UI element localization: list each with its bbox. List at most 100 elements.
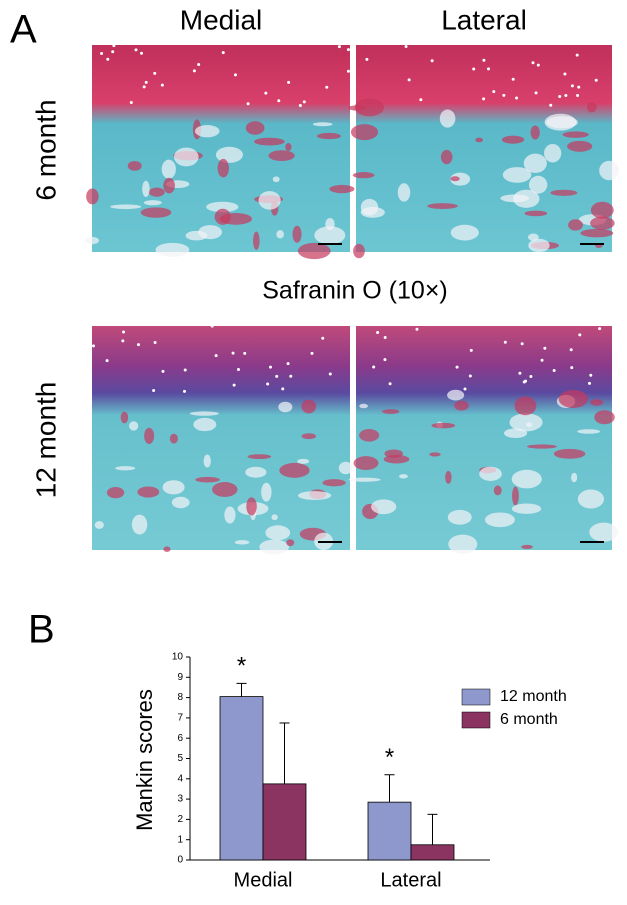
tissue: [163, 177, 175, 194]
cell: [502, 93, 506, 97]
tissue: [524, 210, 548, 217]
tissue: [338, 461, 353, 475]
legend-swatch: [461, 711, 491, 729]
tissue: [568, 219, 583, 231]
tissue: [439, 109, 456, 128]
bar: [410, 844, 455, 861]
tissue: [314, 226, 346, 245]
y-tick-label: 7: [177, 713, 183, 724]
tissue: [475, 137, 483, 143]
tissue: [384, 449, 403, 458]
cell: [563, 72, 567, 76]
y-tick-label: 8: [177, 692, 183, 703]
cell: [277, 99, 281, 103]
cell: [407, 78, 411, 82]
cell: [144, 80, 148, 84]
row-label: 6 month: [30, 99, 61, 200]
tissue: [567, 140, 593, 152]
tissue: [193, 417, 217, 432]
tissue: [106, 486, 125, 499]
tissue: [594, 410, 615, 425]
y-tick-label: 5: [177, 753, 183, 764]
cell: [534, 91, 538, 95]
tissue: [84, 236, 100, 245]
tissue: [353, 456, 379, 471]
cell: [503, 340, 507, 344]
cell: [570, 366, 574, 370]
tissue: [571, 472, 578, 483]
cell: [482, 58, 486, 62]
cell: [266, 382, 270, 386]
tissue: [350, 124, 379, 141]
tissue: [528, 238, 550, 253]
cell: [210, 324, 214, 328]
legend-swatch: [461, 688, 491, 706]
cell: [346, 69, 350, 73]
column-label: Lateral: [441, 4, 527, 35]
cell: [160, 83, 164, 87]
cell: [594, 78, 598, 82]
row-label: 12 month: [30, 382, 61, 499]
cell: [469, 348, 473, 352]
cell: [468, 374, 472, 378]
cell: [372, 365, 376, 369]
cell: [531, 61, 535, 65]
tissue: [224, 506, 236, 524]
cell: [430, 59, 434, 63]
tissue: [599, 160, 619, 181]
tissue: [502, 167, 532, 183]
cell: [275, 374, 279, 378]
bar: [262, 783, 307, 861]
tissue: [214, 208, 231, 225]
cell: [365, 57, 369, 61]
cell: [298, 104, 302, 108]
tissue: [450, 224, 479, 241]
cell: [106, 57, 110, 61]
cell: [264, 91, 268, 95]
cell: [269, 365, 273, 369]
cell: [577, 85, 581, 89]
cell: [281, 387, 285, 391]
tissue: [217, 158, 229, 178]
tissue: [115, 466, 136, 471]
tissue: [148, 187, 165, 197]
tissue: [509, 413, 543, 432]
x-tick-label: Lateral: [380, 869, 441, 891]
cell: [569, 348, 573, 352]
tissue: [271, 514, 278, 521]
cell: [287, 80, 291, 84]
cell: [564, 93, 568, 97]
tissue: [353, 243, 365, 259]
image-panel: [356, 326, 612, 550]
cell: [482, 97, 486, 101]
tissue: [206, 201, 239, 213]
tissue: [286, 539, 295, 547]
tissue: [359, 403, 369, 409]
tissue: [447, 389, 465, 401]
tissue: [500, 194, 530, 203]
cell: [520, 342, 524, 346]
tissue: [292, 225, 302, 243]
tissue: [484, 512, 515, 528]
tissue: [120, 411, 129, 424]
cell: [286, 362, 290, 366]
tissue: [185, 230, 208, 241]
tissue: [245, 121, 265, 135]
cell: [112, 44, 116, 48]
tissue: [279, 462, 310, 478]
tissue: [163, 546, 171, 553]
tissue: [450, 172, 471, 186]
significance-mark: *: [237, 653, 246, 680]
tissue: [590, 399, 604, 406]
cell: [153, 71, 157, 75]
tissue: [399, 474, 408, 479]
cell: [233, 73, 237, 77]
tissue: [316, 132, 341, 140]
cell: [576, 94, 580, 98]
panel-label: A: [10, 8, 37, 52]
y-tick-label: 3: [177, 794, 183, 805]
histology-images: [84, 44, 619, 555]
cell: [152, 389, 156, 393]
tissue: [297, 491, 332, 501]
